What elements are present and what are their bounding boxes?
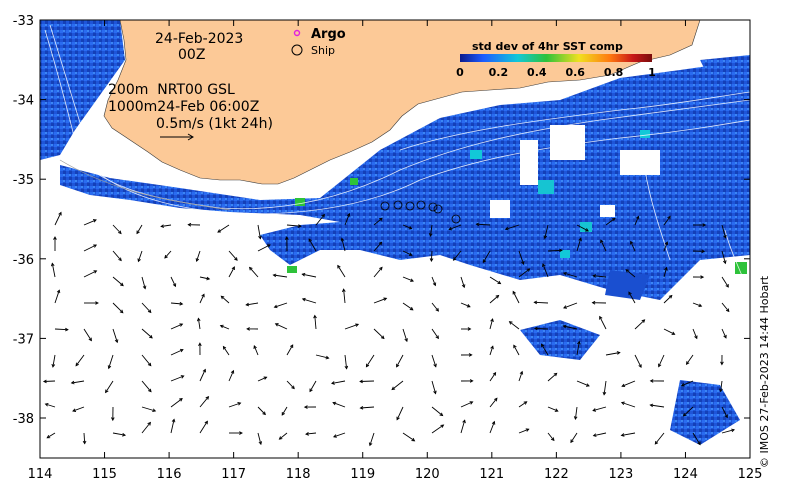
copyright-label: © IMOS 27-Feb-2023 14:44 Hobart	[758, 275, 771, 468]
y-tick-label: -33	[13, 14, 34, 29]
x-tick-label: 115	[92, 467, 117, 482]
colorbar-tick-label: 0.6	[565, 66, 585, 79]
colorbar-tick-label: 0.2	[489, 66, 509, 79]
colorbar-tick-label: 0.8	[604, 66, 624, 79]
y-tick-label: -38	[13, 412, 34, 427]
argo-marker-icon	[293, 29, 301, 37]
x-tick-label: 125	[738, 467, 763, 482]
scale-arrow-icon	[160, 133, 194, 141]
colorbar-tick-label: 0	[456, 66, 464, 79]
x-tick-label: 119	[350, 467, 375, 482]
y-axis: -33 -34 -35 -36 -37 -38	[13, 14, 750, 427]
x-tick-label: 121	[479, 467, 504, 482]
y-tick-label: -36	[13, 253, 34, 268]
current-vectors	[42, 211, 735, 447]
info-line-2: 1000m24-Feb 06:00Z	[108, 99, 259, 115]
x-tick-label: 123	[608, 467, 633, 482]
colorbar-ticks: 0 0.2 0.4 0.6 0.8 1	[456, 66, 656, 79]
time-label: 00Z	[178, 47, 205, 63]
colorbar-title: std dev of 4hr SST comp	[472, 40, 623, 53]
info-line-3: 0.5m/s (1kt 24h)	[156, 116, 273, 132]
y-tick-label: -35	[13, 173, 34, 188]
info-line-1: 200m NRT00 GSL	[108, 82, 235, 98]
plot-frame	[39, 19, 751, 459]
y-tick-label: -37	[13, 332, 34, 347]
sst-field	[40, 20, 750, 445]
ship-marker-icon	[291, 44, 303, 56]
date-label: 24-Feb-2023	[155, 31, 243, 47]
x-tick-label: 118	[286, 467, 311, 482]
argo-legend-label: Argo	[311, 27, 346, 42]
x-tick-label: 124	[673, 467, 698, 482]
x-tick-label: 116	[157, 467, 182, 482]
bathymetry-contours	[44, 24, 750, 291]
x-tick-label: 114	[28, 467, 53, 482]
colorbar	[460, 54, 652, 62]
colorbar-tick-label: 0.4	[527, 66, 547, 79]
x-tick-label: 117	[221, 467, 246, 482]
x-axis: 114 115 116 117 118 119 120 121 122 123 124 125	[28, 20, 763, 482]
ship-track	[380, 200, 461, 224]
y-tick-label: -34	[13, 94, 34, 109]
x-tick-label: 122	[544, 467, 569, 482]
colorbar-tick-label: 1	[648, 66, 656, 79]
x-tick-label: 120	[415, 467, 440, 482]
ship-legend-label: Ship	[311, 44, 335, 57]
